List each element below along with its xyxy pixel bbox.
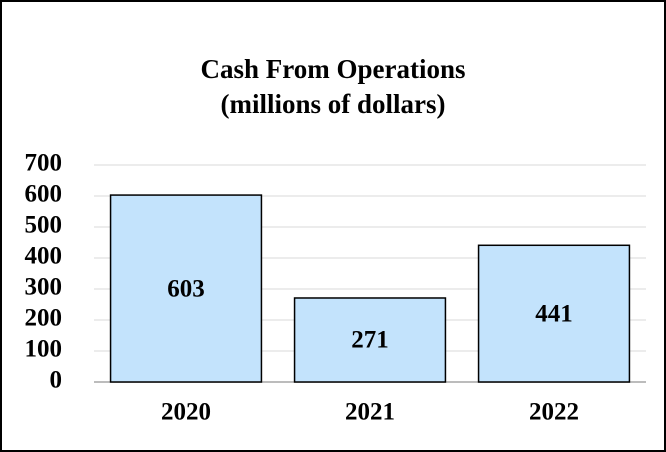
y-tick-label: 600 bbox=[25, 181, 63, 208]
y-tick-label: 400 bbox=[25, 243, 63, 270]
y-tick-label: 200 bbox=[25, 305, 63, 332]
bar bbox=[293, 297, 447, 383]
x-tick-label: 2021 bbox=[345, 399, 395, 426]
x-tick-label: 2022 bbox=[529, 399, 579, 426]
chart-subtitle: (millions of dollars) bbox=[220, 89, 445, 119]
chart-title: Cash From Operations bbox=[200, 54, 465, 84]
data-label: 603 bbox=[167, 275, 205, 302]
x-tick-label: 2020 bbox=[161, 399, 211, 426]
y-tick-label: 700 bbox=[25, 150, 63, 177]
bar bbox=[477, 244, 631, 383]
data-label: 441 bbox=[535, 300, 573, 327]
y-tick-label: 0 bbox=[50, 367, 63, 394]
y-tick-label: 100 bbox=[25, 336, 63, 363]
data-label: 271 bbox=[351, 327, 389, 354]
bar bbox=[109, 194, 263, 383]
y-tick-label: 300 bbox=[25, 274, 63, 301]
y-tick-label: 500 bbox=[25, 212, 63, 239]
